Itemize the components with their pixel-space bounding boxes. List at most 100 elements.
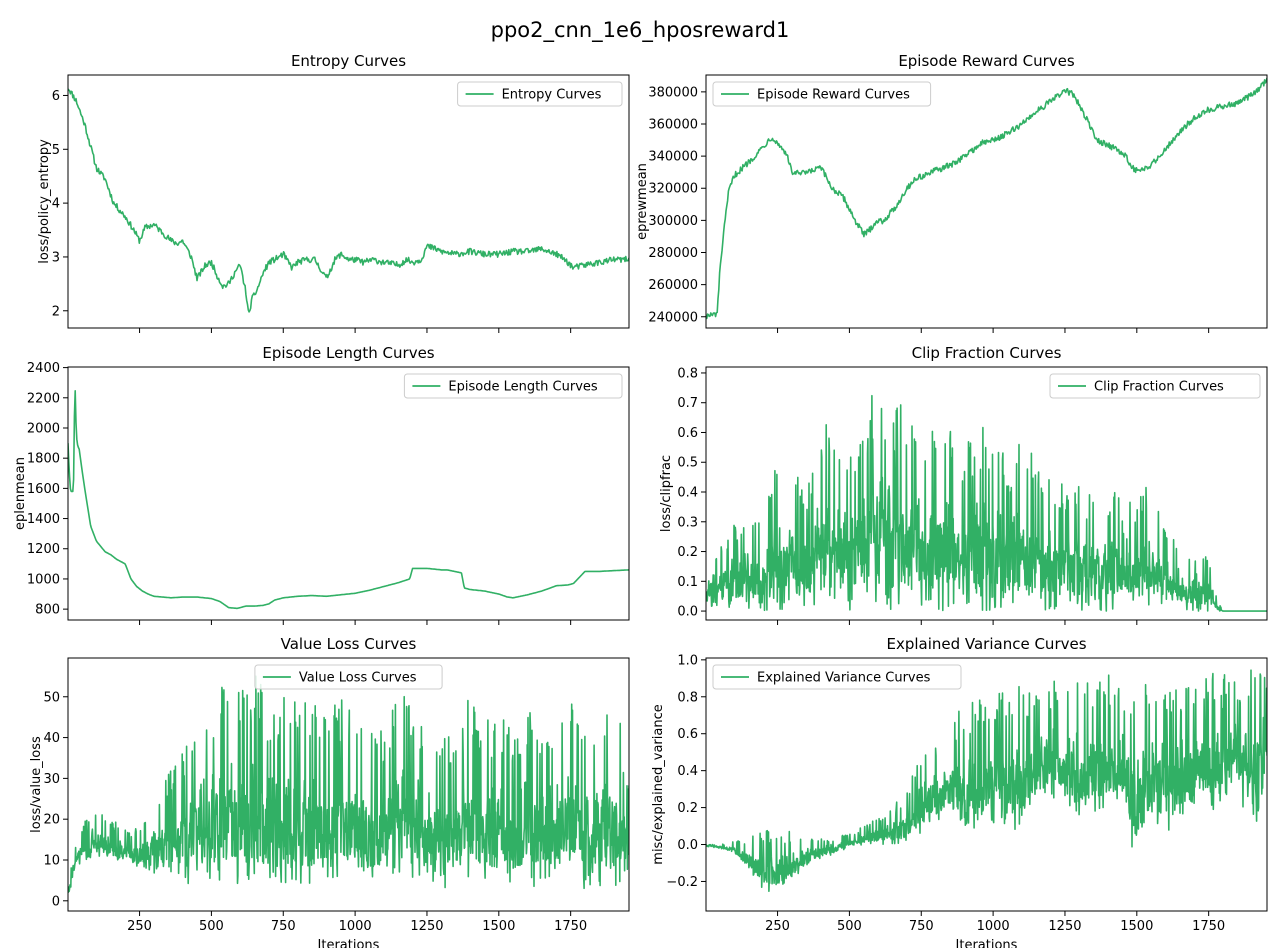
x-tick-label: 1500 [1120,919,1153,934]
x-tick-label: 750 [271,919,296,934]
legend: Episode Length Curves [403,373,623,399]
x-tick-label: 1000 [339,919,372,934]
plot-frame [705,657,1268,912]
y-tick-label: 2400 [27,361,60,376]
y-tick-label: 0.6 [677,727,698,742]
subplot-1: Entropy Curves 2 3 4 5 6 loss/policy_entropy En… [37,52,630,333]
y-tick-label: 1.0 [677,653,698,668]
y-tick-label: 0.0 [677,605,698,620]
y-tick-label: 320000 [648,182,698,197]
legend-box [403,373,623,399]
legend-label: Clip Fraction Curves [1094,380,1224,395]
y-tick-label: 0.4 [677,764,698,779]
subplot-6: Explained Variance Curves 250 500 750 1000 12… [651,635,1268,948]
y-tick-label: 1600 [27,482,60,497]
legend: Entropy Curves [457,81,623,107]
y-tick-label: 240000 [648,310,698,325]
subplot-3: Episode Length Curves 800 1000 1200 1400 1600… [13,344,630,625]
y-tick-label: 1000 [27,572,60,587]
y-tick-label: 0.2 [677,545,698,560]
x-tick-label: 1000 [977,919,1010,934]
y-tick-label: 0 [52,894,60,909]
series-line [68,390,629,610]
y-tick-label: 0.8 [677,690,698,705]
y-tick-label: 0.4 [677,486,698,501]
legend-box [254,664,443,690]
series-line [706,394,1267,612]
x-tick-label: 1500 [482,919,515,934]
y-tick-label: 40 [43,731,60,746]
y-axis-label: eplenmean [13,457,28,530]
y-tick-label: 20 [43,813,60,828]
legend: Clip Fraction Curves [1049,373,1261,399]
y-tick-label: 260000 [648,278,698,293]
y-tick-label: −0.2 [666,875,698,890]
y-tick-label: 4 [52,197,60,212]
y-axis-label: loss/value_loss [29,736,44,833]
plot-frame [705,366,1268,621]
series-line [68,675,629,894]
series-line [706,77,1267,320]
y-axis-label: loss/clipfrac [659,455,674,532]
x-tick-label: 750 [909,919,934,934]
subplot-title: Explained Variance Curves [886,635,1086,653]
legend: Episode Reward Curves [712,81,932,107]
x-tick-label: 250 [127,919,152,934]
subplot-4: Clip Fraction Curves 0.0 0.1 0.2 0.3 0.4 0.5 0.… [659,344,1268,625]
legend-box [1049,373,1261,399]
y-tick-label: 5 [52,143,60,158]
y-tick-label: 0.8 [677,366,698,381]
series-line [68,88,629,313]
y-tick-label: 2200 [27,391,60,406]
legend: Value Loss Curves [254,664,443,690]
legend-label: Value Loss Curves [299,671,417,686]
y-tick-label: 280000 [648,246,698,261]
legend-label: Explained Variance Curves [757,671,931,686]
subplot-2: Episode Reward Curves 240000 260000 280000 3… [635,52,1268,333]
y-tick-label: 1200 [27,542,60,557]
legend-label: Episode Reward Curves [757,88,910,103]
subplot-title: Entropy Curves [291,52,406,70]
y-tick-label: 0.0 [677,838,698,853]
y-tick-label: 50 [43,690,60,705]
y-axis-label: loss/policy_entropy [37,139,52,264]
plot-frame [705,74,1268,329]
y-tick-label: 10 [43,853,60,868]
legend-label: Episode Length Curves [448,380,598,395]
x-tick-label: 1250 [1048,919,1081,934]
legend: Explained Variance Curves [712,664,962,690]
x-tick-label: 500 [837,919,862,934]
x-tick-label: 500 [199,919,224,934]
y-tick-label: 1800 [27,452,60,467]
y-tick-label: 1400 [27,512,60,527]
legend-box [712,664,962,690]
y-tick-label: 0.1 [677,575,698,590]
subplot-title: Value Loss Curves [281,635,417,653]
y-tick-label: 0.6 [677,426,698,441]
figure-title: ppo2_cnn_1e6_hposreward1 [491,18,790,43]
y-tick-label: 6 [52,89,60,104]
legend-label: Entropy Curves [502,88,602,103]
x-tick-label: 1750 [554,919,587,934]
plot-frame [67,74,630,329]
subplot-title: Episode Length Curves [262,344,434,362]
y-tick-label: 0.2 [677,801,698,816]
y-tick-label: 0.5 [677,456,698,471]
plot-frame [67,657,630,912]
x-axis-label: Iterations [956,938,1018,948]
y-tick-label: 3 [52,250,60,265]
y-tick-label: 2 [52,304,60,319]
subplot-grid: Entropy Curves 2 3 4 5 6 loss/policy_entropy En… [13,52,1268,948]
x-axis-label: Iterations [318,938,380,948]
series-line [706,669,1267,892]
y-tick-label: 380000 [648,85,698,100]
legend-box [712,81,932,107]
plot-frame [67,366,630,621]
y-tick-label: 300000 [648,214,698,229]
subplot-title: Clip Fraction Curves [912,344,1062,362]
y-tick-label: 0.3 [677,515,698,530]
legend-box [457,81,623,107]
y-tick-label: 2000 [27,421,60,436]
